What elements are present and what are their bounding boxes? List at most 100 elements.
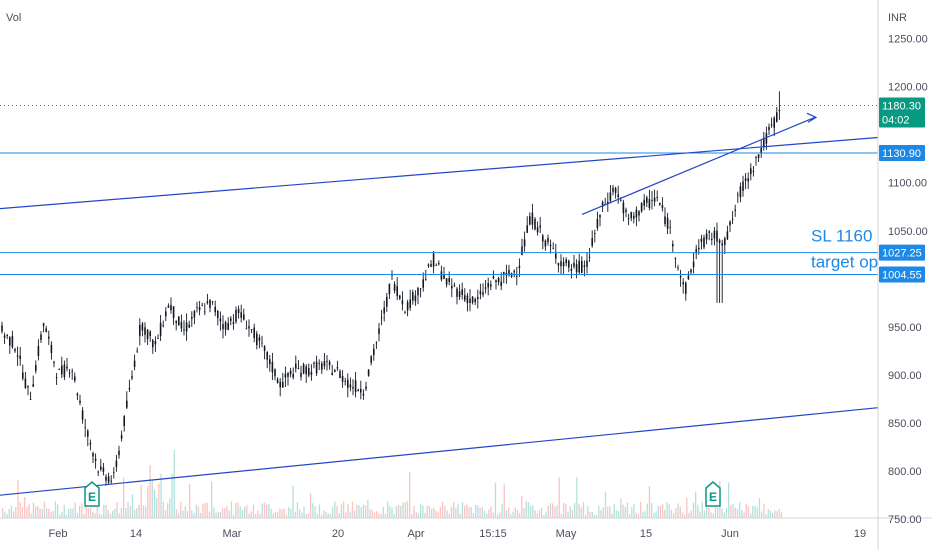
volume-bar: [486, 513, 488, 518]
volume-bar: [373, 512, 376, 518]
candle-body: [128, 388, 131, 390]
volume-bar: [552, 503, 554, 518]
volume-bar: [310, 493, 312, 518]
volume-bar: [57, 504, 59, 518]
candle-body: [11, 336, 14, 348]
volume-bar: [248, 513, 250, 518]
volume-bar: [274, 511, 277, 518]
candle-body: [227, 323, 229, 330]
projection-arrow-line[interactable]: [581, 116, 816, 215]
volume-bar: [241, 509, 244, 518]
volume-bar: [664, 509, 666, 518]
candle-body: [495, 280, 497, 283]
volume-bar: [512, 511, 514, 518]
volume-bar: [431, 509, 433, 518]
volume-bar: [305, 513, 307, 518]
candle-body: [191, 317, 193, 319]
volume-bar: [334, 501, 336, 518]
volume-bar: [602, 507, 604, 518]
lower-channel-trendline[interactable]: [0, 407, 879, 496]
candle-body: [365, 386, 367, 389]
volume-bar: [149, 465, 151, 518]
volume-bar: [444, 505, 446, 518]
candle-body: [232, 322, 235, 324]
volume-bar: [642, 512, 644, 518]
volume-bar: [32, 502, 35, 518]
volume-bar: [391, 507, 393, 518]
volume-bar: [127, 502, 129, 518]
y-tick-label: 900.00: [888, 370, 922, 382]
volume-bar: [217, 511, 219, 518]
volume-bar: [160, 473, 162, 518]
candle-body: [58, 369, 60, 370]
volume-bar: [508, 507, 510, 518]
candle-body: [3, 335, 6, 338]
volume-bar: [556, 505, 558, 518]
volume-bar: [690, 510, 692, 518]
projection-arrow-head[interactable]: [806, 112, 818, 123]
volume-bar: [206, 502, 208, 518]
volume-bar: [142, 505, 145, 518]
candle-body: [308, 368, 310, 376]
volume-bar: [349, 511, 351, 518]
earnings-marker[interactable]: E: [84, 481, 100, 507]
volume-bar: [446, 510, 448, 518]
volume-bar: [591, 511, 593, 518]
volume-bar: [68, 508, 70, 518]
candle-body: [386, 296, 388, 307]
drawing-layer[interactable]: [0, 105, 879, 496]
volume-bar: [393, 514, 395, 518]
candle-body: [752, 170, 755, 172]
volume-bar: [125, 508, 127, 518]
candle-body: [357, 389, 359, 391]
candle-body: [222, 324, 224, 330]
volume-bar: [123, 477, 125, 518]
candle-body: [596, 218, 599, 228]
volume-bar: [565, 504, 567, 518]
volume-bar: [255, 513, 257, 518]
volume-bar: [527, 502, 530, 518]
volume-bar: [54, 501, 57, 518]
volume-bar: [633, 503, 635, 518]
earnings-marker[interactable]: E: [705, 481, 721, 507]
candle-body: [633, 215, 635, 219]
volume-bar: [510, 514, 512, 518]
volume-bar: [437, 512, 439, 518]
volume-bar: [620, 498, 622, 518]
candle-body: [391, 274, 393, 276]
candle-body: [276, 379, 279, 383]
volume-bar: [107, 510, 109, 518]
volume-bar: [290, 509, 292, 518]
volume-bar: [554, 506, 556, 518]
volume-bar: [400, 505, 402, 518]
volume-bar: [769, 510, 772, 518]
candle-body: [367, 369, 370, 376]
volume-bar: [706, 505, 708, 518]
volume-bar: [648, 486, 651, 518]
level-price-tag: [879, 266, 925, 283]
last-price-tag-countdown: 04:02: [882, 115, 910, 127]
volume-bar: [743, 512, 745, 518]
candle-body: [149, 331, 151, 336]
candle-body: [661, 205, 664, 209]
upper-channel-trendline[interactable]: [0, 136, 879, 210]
volume-bar: [593, 514, 596, 518]
volume-bar: [129, 506, 131, 518]
candle-body: [526, 225, 528, 233]
x-tick-label: 14: [130, 528, 142, 540]
volume-bar: [631, 506, 633, 518]
volume-bar: [94, 513, 96, 518]
candle-body: [100, 466, 102, 470]
volume-bar: [459, 513, 461, 518]
candle-body: [271, 362, 274, 373]
volume-bar: [19, 502, 21, 518]
candle-body: [274, 369, 276, 377]
volume-bar: [413, 505, 415, 518]
volume-bar: [37, 505, 39, 518]
candle-body: [552, 248, 554, 250]
candle-body: [406, 302, 409, 311]
